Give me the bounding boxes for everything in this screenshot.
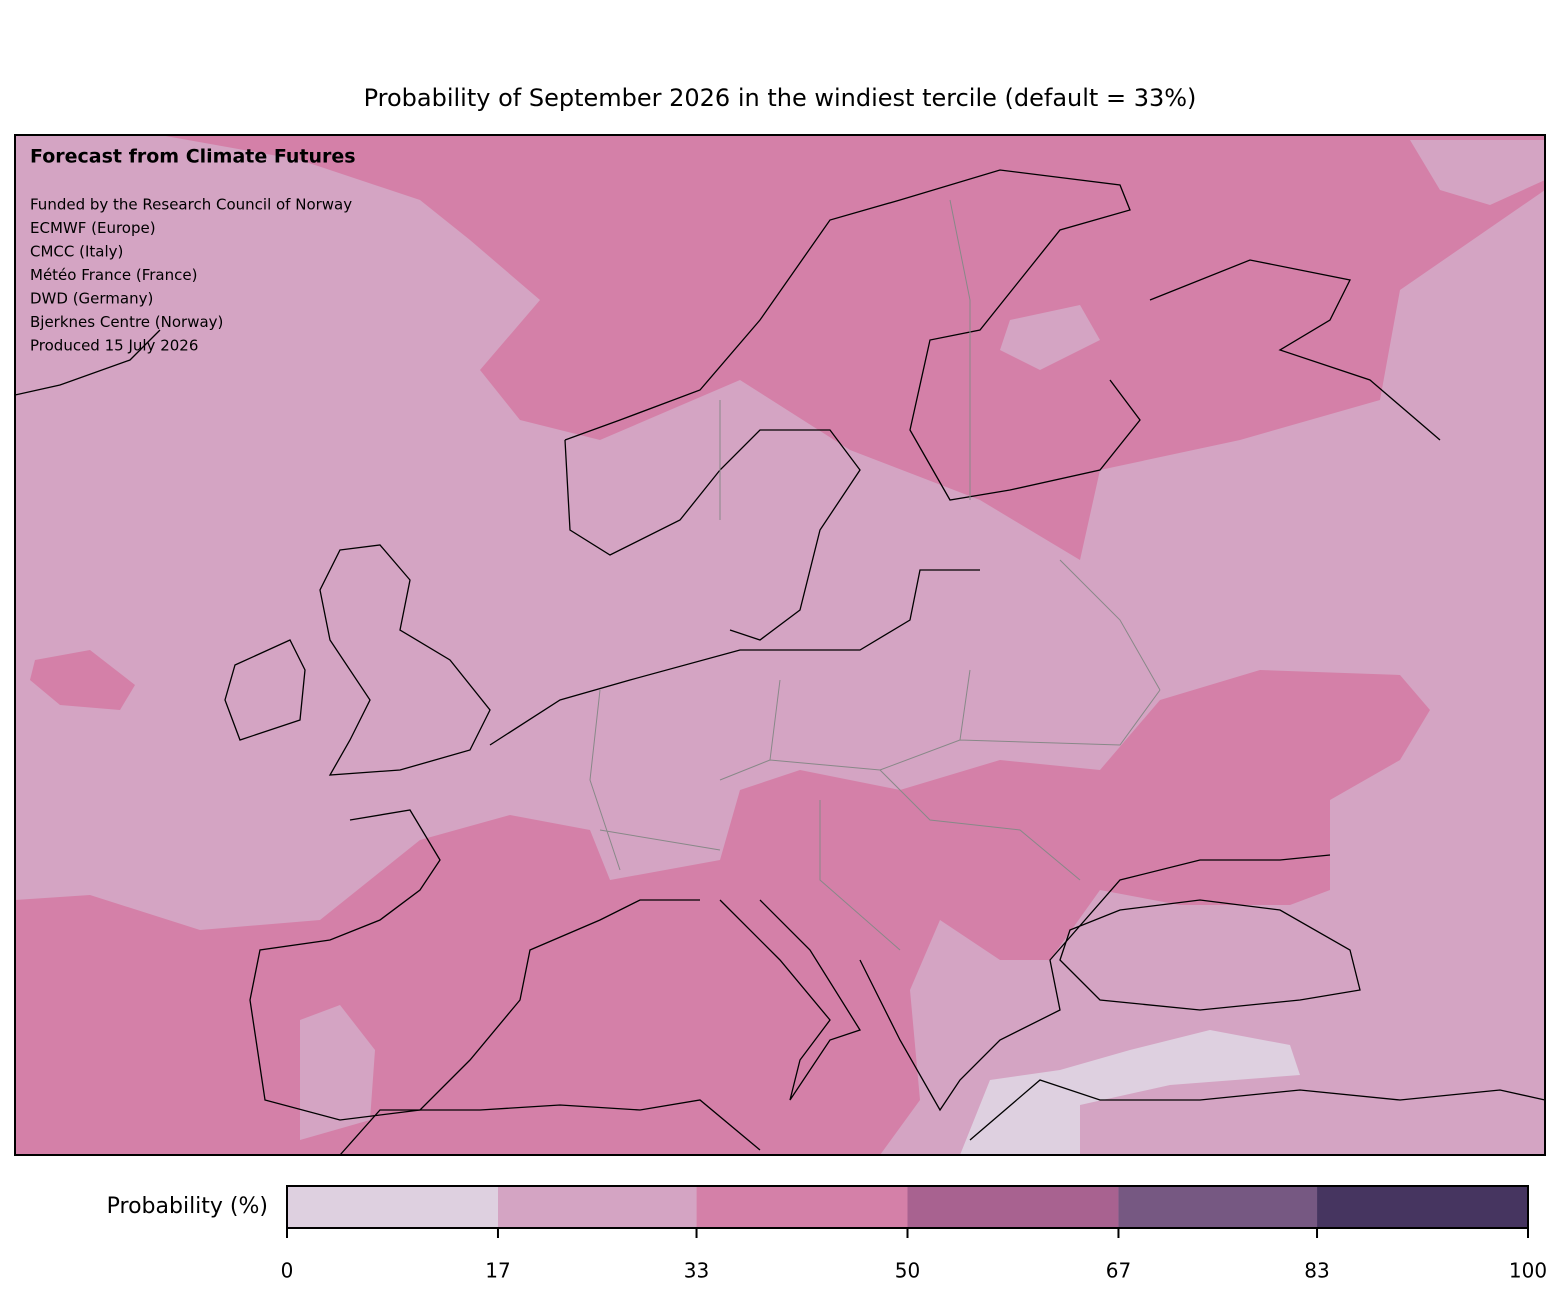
credits: Funded by the Research Council of Norway… bbox=[30, 196, 352, 355]
map bbox=[15, 135, 1545, 1155]
credits-line: CMCC (Italy) bbox=[30, 243, 123, 261]
colorbar-tick-label: 83 bbox=[1304, 1259, 1329, 1283]
coastline bbox=[859, 854, 1331, 1112]
credits-heading: Forecast from Climate Futures bbox=[30, 146, 356, 168]
colorbar-tick-label: 0 bbox=[281, 1259, 294, 1283]
field-17-33 bbox=[1000, 305, 1100, 370]
map-frame bbox=[14, 134, 1546, 1156]
field-33-50 bbox=[30, 650, 135, 710]
colorbar-tick-label: 67 bbox=[1106, 1259, 1131, 1283]
coastline bbox=[564, 429, 861, 641]
coastline bbox=[719, 899, 861, 1101]
coastline bbox=[1149, 259, 1441, 441]
colorbar-bin bbox=[497, 1186, 697, 1228]
credits-line: ECMWF (Europe) bbox=[30, 219, 156, 237]
colorbar-tick-label: 100 bbox=[1509, 1259, 1547, 1283]
coastline bbox=[249, 809, 700, 1121]
field-33-50 bbox=[160, 135, 1545, 560]
coastline bbox=[319, 544, 491, 776]
field-33-50 bbox=[15, 670, 1430, 1155]
colorbar-bin bbox=[907, 1186, 1119, 1228]
coastline bbox=[1059, 899, 1361, 1011]
credits-line: Météo France (France) bbox=[30, 266, 197, 284]
colorbar-bin bbox=[696, 1186, 908, 1228]
colorbar-label: Probability (%) bbox=[107, 1194, 268, 1219]
colorbar-tick-label: 17 bbox=[485, 1259, 510, 1283]
colorbar-bin bbox=[1317, 1186, 1528, 1228]
coastline bbox=[15, 329, 161, 396]
colorbar-tick-label: 33 bbox=[684, 1259, 709, 1283]
field-0-17 bbox=[960, 1030, 1300, 1155]
coastline bbox=[489, 569, 980, 746]
colorbar-bin bbox=[287, 1186, 498, 1228]
field-17-33 bbox=[1410, 140, 1545, 205]
title: Probability of September 2026 in the win… bbox=[364, 84, 1197, 112]
country-border bbox=[589, 199, 1161, 951]
coastline bbox=[339, 1099, 761, 1155]
field-17-33 bbox=[300, 1005, 375, 1140]
colorbar: 0 17 33 50 67 83 100 bbox=[281, 1185, 1547, 1283]
coastline bbox=[564, 169, 1141, 501]
field-17-33 bbox=[1400, 260, 1545, 400]
coastline bbox=[224, 639, 306, 741]
coastline bbox=[969, 1079, 1545, 1141]
credits-line: Bjerknes Centre (Norway) bbox=[30, 313, 223, 331]
credits-line: DWD (Germany) bbox=[30, 290, 153, 308]
credits-line: Funded by the Research Council of Norway bbox=[30, 196, 352, 214]
colorbar-bin bbox=[1118, 1186, 1318, 1228]
credits-line: Produced 15 July 2026 bbox=[30, 337, 198, 355]
colorbar-tick-label: 50 bbox=[895, 1259, 920, 1283]
